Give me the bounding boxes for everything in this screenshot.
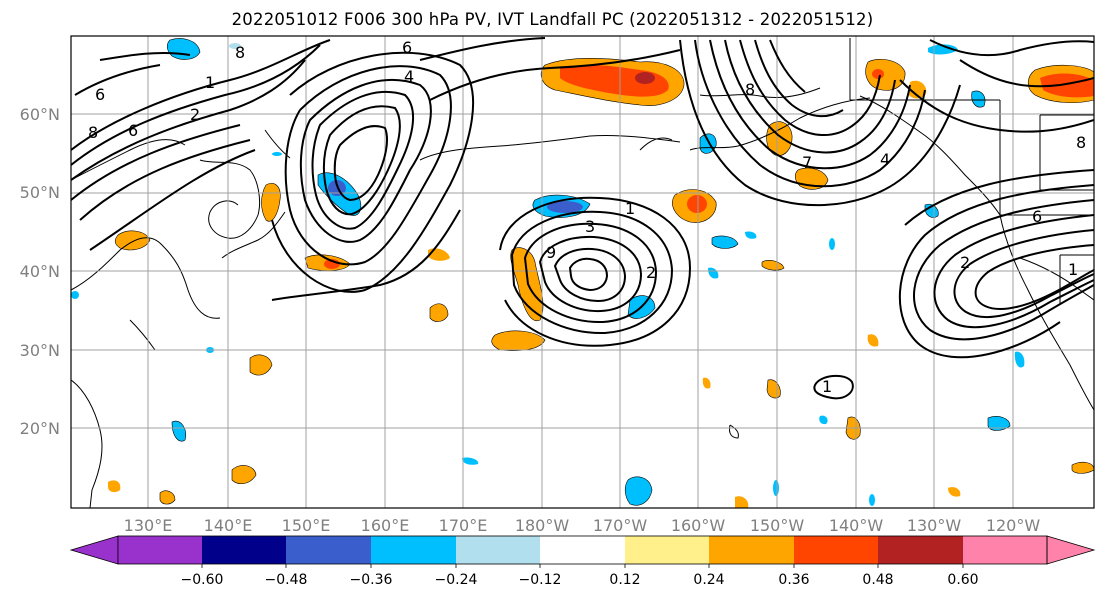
lon-label-170e: 170°E	[438, 516, 488, 535]
contour-label: 9	[546, 243, 556, 262]
lon-label-180w: 180°W	[514, 516, 570, 535]
lon-label-160e: 160°E	[360, 516, 410, 535]
colorbar-extend-high	[1046, 535, 1096, 565]
colorbar-outline	[117, 535, 1048, 565]
gridlines	[71, 36, 1094, 508]
colorbar-extend-low	[69, 535, 119, 565]
lat-label-40n: 40°N	[19, 262, 60, 281]
colorbar-tick-label: −0.24	[434, 572, 478, 588]
map-area	[71, 36, 1094, 508]
contour-label: 1	[625, 199, 635, 218]
contour-label: 8	[745, 80, 755, 99]
colorbar-segment	[118, 536, 202, 564]
colorbar-tick-label: 0.48	[862, 572, 894, 588]
lat-label-20n: 20°N	[19, 419, 60, 438]
lat-label-60n: 60°N	[19, 105, 60, 124]
contour-labels: 8 6 4 1 2 6 8 6 3 1 2 8 7 4 6 2 1 8 9 1	[88, 38, 1086, 396]
colorbar-segment	[540, 536, 625, 564]
colorbar-segment	[878, 536, 963, 564]
contour-label: 1	[822, 377, 832, 396]
map-frame	[70, 35, 1095, 509]
pv-contours	[71, 37, 1094, 400]
colorbar-segment	[202, 536, 286, 564]
contour-label: 6	[128, 121, 138, 140]
colorbar-segment	[456, 536, 540, 564]
lon-label-120w: 120°W	[985, 516, 1041, 535]
coastlines	[71, 38, 1094, 508]
lon-label-150e: 150°E	[281, 516, 331, 535]
lon-label-130e: 130°E	[123, 516, 173, 535]
colorbar-segment	[286, 536, 371, 564]
lon-label-140e: 140°E	[203, 516, 253, 535]
contour-label: 2	[190, 105, 200, 124]
colorbar-tick-label: −0.60	[180, 572, 224, 588]
contour-label: 6	[402, 38, 412, 57]
colorbar-tick-label: −0.48	[264, 572, 308, 588]
colorbar-tick-label: 0.12	[609, 572, 641, 588]
contour-label: 2	[960, 253, 970, 272]
contour-label: 1	[1068, 260, 1078, 279]
lat-label-50n: 50°N	[19, 183, 60, 202]
contour-label: 3	[585, 217, 595, 236]
colorbar-tick-label: 0.36	[778, 572, 810, 588]
lon-label-130w: 130°W	[906, 516, 962, 535]
colorbar-segment	[794, 536, 878, 564]
lon-label-160w: 160°W	[670, 516, 726, 535]
contour-label: 6	[1032, 207, 1042, 226]
shaded-anomalies	[71, 38, 1094, 508]
contour-label: 4	[404, 67, 414, 86]
contour-label: 7	[802, 153, 812, 172]
colorbar-segment	[625, 536, 709, 564]
contour-label: 8	[88, 123, 98, 142]
colorbar-segment	[963, 536, 1047, 564]
colorbar-tick-label: 0.60	[947, 572, 979, 588]
lat-label-30n: 30°N	[19, 341, 60, 360]
colorbar-segment	[371, 536, 456, 564]
contour-label: 1	[205, 73, 215, 92]
contour-label: 8	[235, 43, 245, 62]
contour-label: 6	[95, 85, 105, 104]
colorbar	[69, 535, 1096, 568]
colorbar-segment	[709, 536, 794, 564]
contour-label: 8	[1076, 133, 1086, 152]
contour-label: 2	[646, 263, 656, 282]
colorbar-tick-label: 0.24	[693, 572, 725, 588]
colorbar-tick-label: −0.12	[518, 572, 562, 588]
lon-label-150w: 150°W	[749, 516, 805, 535]
lon-label-140w: 140°W	[828, 516, 884, 535]
figure-title: 2022051012 F006 300 hPa PV, IVT Landfall…	[231, 10, 874, 29]
colorbar-tick-label: −0.36	[349, 572, 393, 588]
lon-label-170w: 170°W	[592, 516, 648, 535]
contour-label: 4	[880, 150, 890, 169]
